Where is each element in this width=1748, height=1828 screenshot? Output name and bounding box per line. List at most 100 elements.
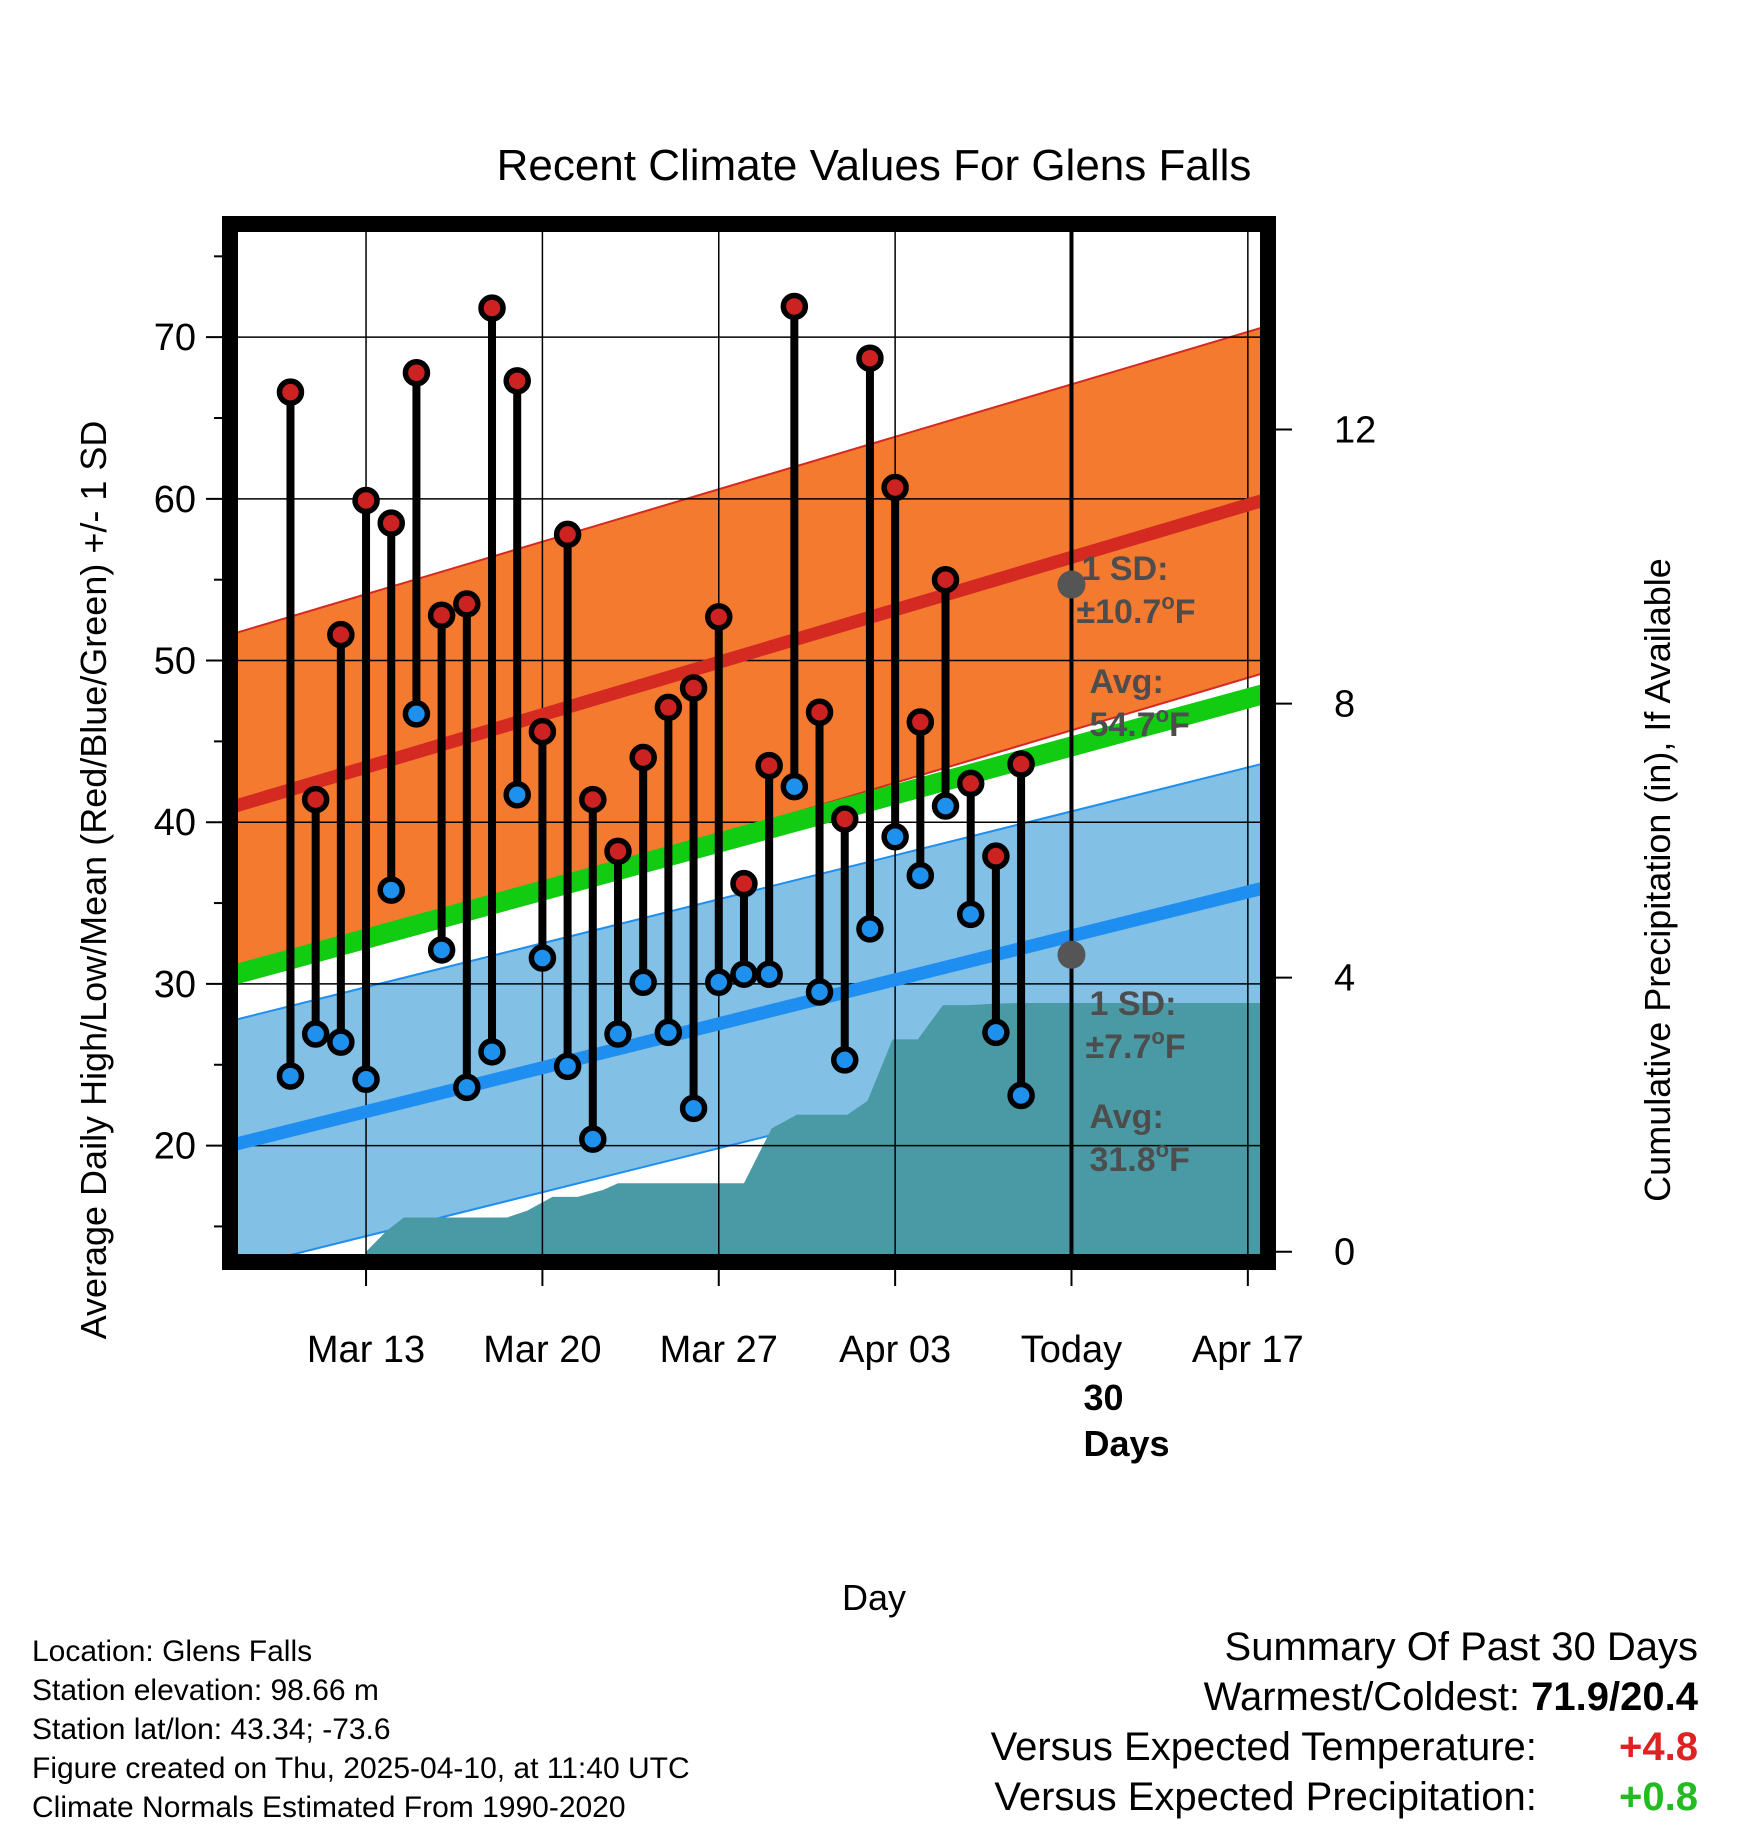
- figure-created: Figure created on Thu, 2025-04-10, at 11…: [32, 1752, 690, 1785]
- daily-low-marker: [679, 1094, 708, 1123]
- daily-high-marker: [352, 486, 380, 515]
- y-left-tick-label: 40: [154, 802, 196, 844]
- daily-range-bars: [276, 292, 1035, 1153]
- normal-low-line: [230, 880, 1268, 1152]
- daily-low-marker: [931, 792, 960, 820]
- high-avg-dot: [1057, 570, 1086, 599]
- normal-high-line: [230, 492, 1268, 814]
- daily-low-marker: [503, 780, 531, 809]
- daily-high-marker: [956, 769, 985, 798]
- daily-high-marker: [528, 717, 557, 746]
- y-left-tick-label: 70: [154, 317, 196, 359]
- low-sd-label: 1 SD:: [1089, 985, 1176, 1023]
- normal-mean-line: [230, 683, 1268, 986]
- y-axis-label-left: Average Daily High/Low/Mean (Red/Blue/Gr…: [73, 421, 114, 1340]
- daily-high-marker: [301, 785, 330, 814]
- cumulative-precip-area: [366, 1003, 1268, 1262]
- daily-low-marker: [629, 968, 657, 997]
- x-tick-label: Apr 03: [839, 1329, 951, 1371]
- plot-frame: [222, 216, 1276, 1270]
- high-sd-value: ±10.7oF: [1076, 589, 1195, 631]
- daily-low-marker: [805, 978, 834, 1006]
- y-right-tick-label: 4: [1334, 958, 1355, 1000]
- daily-low-marker: [553, 1052, 582, 1081]
- daily-low-marker: [453, 1073, 481, 1102]
- precip-value: +0.8: [1619, 1775, 1698, 1819]
- warmest-value: 71.9/20.4: [1531, 1675, 1698, 1719]
- y-right-tick-label: 8: [1334, 684, 1355, 726]
- daily-low-marker: [654, 1018, 683, 1047]
- high-avg-value: 54.7oF: [1089, 702, 1189, 744]
- daily-low-marker: [528, 944, 557, 972]
- daily-high-marker: [906, 708, 935, 736]
- daily-low-marker: [730, 960, 758, 988]
- daily-low-marker: [830, 1046, 859, 1074]
- daily-high-marker: [931, 565, 960, 594]
- daily-high-marker: [503, 367, 531, 395]
- plot-border: [222, 216, 1276, 1270]
- days-label-text: Days: [1083, 1423, 1169, 1464]
- y-right-tick-label: 12: [1334, 410, 1376, 452]
- y-axis-label-right: Cumulative Precipitation (in), If Availa…: [1637, 558, 1678, 1202]
- x-axis-label: Day: [842, 1577, 906, 1618]
- station-info: Location: Glens Falls Station elevation:…: [32, 1632, 690, 1827]
- y-left-tick-label: 20: [154, 1126, 196, 1168]
- climate-normals: Climate Normals Estimated From 1990-2020: [32, 1791, 626, 1824]
- x-tick-label: Today: [1021, 1329, 1122, 1371]
- daily-low-marker: [982, 1018, 1010, 1047]
- daily-low-marker: [856, 915, 884, 943]
- high-avg-label: Avg:: [1089, 663, 1163, 701]
- daily-high-marker: [755, 751, 783, 780]
- daily-low-marker: [327, 1028, 355, 1056]
- temp-label: Versus Expected Temperature:: [990, 1725, 1537, 1769]
- summary-warmest-row: Warmest/Coldest: 71.9/20.4: [991, 1672, 1698, 1722]
- daily-high-marker: [780, 292, 809, 321]
- low-avg-dot: [1057, 940, 1086, 969]
- daily-high-marker: [478, 294, 506, 322]
- precip-label: Versus Expected Precipitation:: [994, 1775, 1537, 1819]
- low-avg-value: 31.8oF: [1089, 1137, 1189, 1179]
- warmest-label: Warmest/Coldest:: [1203, 1675, 1521, 1719]
- precip-area: [366, 1003, 1268, 1262]
- chart-title: Recent Climate Values For Glens Falls: [497, 141, 1252, 190]
- daily-low-marker: [780, 772, 809, 801]
- y-left-tick-label: 30: [154, 964, 196, 1006]
- days-label-number: 30: [1083, 1377, 1123, 1418]
- summary-temp-row: Versus Expected Temperature: +4.8: [991, 1722, 1698, 1772]
- summary-panel: Summary Of Past 30 Days Warmest/Coldest:…: [991, 1622, 1698, 1822]
- x-tick-label: Mar 27: [660, 1329, 778, 1371]
- daily-high-marker: [427, 601, 456, 630]
- daily-low-marker: [705, 968, 733, 997]
- daily-low-marker: [478, 1038, 506, 1066]
- daily-high-marker: [830, 805, 859, 833]
- station-location: Location: Glens Falls: [32, 1635, 313, 1668]
- axes-ticks: 20 30 40 50 60 70 0 4 8 12 Mar 13 Mar 20 Mar 27 Apr 0…: [154, 255, 1376, 1371]
- daily-high-marker: [453, 590, 481, 618]
- summary-precip-row: Versus Expected Precipitation: +0.8: [991, 1772, 1698, 1822]
- daily-high-marker: [982, 842, 1010, 870]
- temp-value: +4.8: [1619, 1725, 1698, 1769]
- daily-high-marker: [327, 620, 355, 649]
- daily-high-marker: [377, 509, 405, 537]
- daily-high-marker: [705, 603, 733, 631]
- y-right-tick-label: 0: [1334, 1232, 1355, 1274]
- grid: [224, 218, 1274, 1268]
- daily-high-marker: [679, 674, 708, 702]
- daily-low-marker: [956, 900, 985, 929]
- daily-high-marker: [654, 693, 683, 722]
- daily-high-marker: [805, 698, 834, 727]
- high-sd-band-upper-edge: [230, 324, 1268, 636]
- daily-low-marker: [377, 876, 405, 904]
- daily-high-marker: [553, 520, 582, 549]
- station-elevation: Station elevation: 98.66 m: [32, 1674, 379, 1707]
- climate-chart: Recent Climate Values For Glens Falls 1 …: [73, 141, 1678, 1618]
- daily-high-marker: [276, 378, 305, 406]
- y-left-tick-label: 50: [154, 641, 196, 683]
- daily-high-marker: [730, 869, 758, 898]
- normal-lines: [230, 492, 1268, 1152]
- x-tick-label: Apr 17: [1192, 1329, 1304, 1371]
- daily-low-marker: [402, 700, 431, 728]
- x-tick-label: Mar 20: [483, 1329, 601, 1371]
- daily-low-marker: [579, 1125, 607, 1153]
- summary-heading: Summary Of Past 30 Days: [1224, 1625, 1698, 1669]
